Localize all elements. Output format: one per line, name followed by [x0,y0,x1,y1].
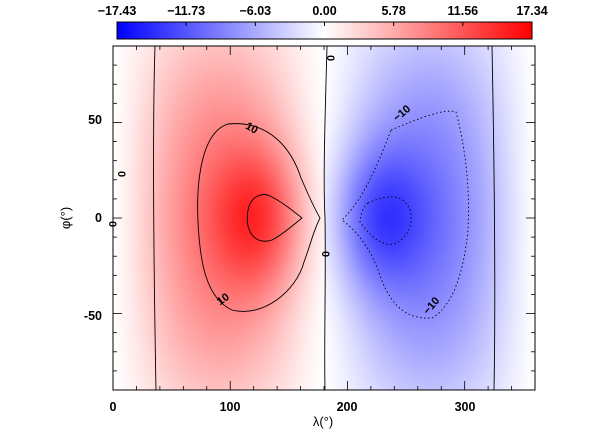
contour-minus-10 [341,110,469,319]
y-tick-labels: -50 0 50 [84,113,102,323]
axis-ticks [112,46,536,390]
colorbar-tick-label: −17.43 [98,4,137,18]
contour-label-10-bottom: 10 [215,291,232,308]
contour-0-center [323,46,328,390]
x-axis-label: λ(°) [313,414,333,429]
contour-lines [153,46,496,390]
contour-label-10-top: 10 [243,120,260,137]
x-tick-label: 0 [110,400,117,414]
y-tick-label: -50 [84,309,102,323]
x-tick-label: 100 [220,400,241,414]
colorbar-ticks [116,22,533,26]
contour-0-right [491,46,496,390]
colorbar-tick-label: 11.56 [448,4,479,18]
contour-label-0-left-upper: 0 [115,171,127,177]
colorbar-tick-labels: −17.43 −11.73 −6.03 0.00 5.78 11.56 17.3… [98,4,548,18]
x-tick-label: 300 [455,400,476,414]
colorbar-tick-label: 0.00 [312,4,336,18]
colorbar-tick-label: 17.34 [516,4,547,18]
colorbar: −17.43 −11.73 −6.03 0.00 5.78 11.56 17.3… [98,4,548,40]
contour-label-0-left-lower: 0 [106,221,118,227]
contour-15 [246,194,303,242]
contour-minus-15 [359,196,412,245]
heatmap-field [113,46,535,390]
y-tick-label: 50 [88,113,102,127]
colorbar-tick-label: 5.78 [381,4,405,18]
colorbar-tick-label: −6.03 [240,4,272,18]
contour-0-left [153,46,157,390]
y-tick-label: 0 [95,211,102,225]
y-axis-label: φ(°) [58,207,73,229]
contour-label-0-center: 0 [319,251,331,257]
field-image [113,46,535,390]
x-tick-label: 200 [337,400,358,414]
colorbar-tick-label: −11.73 [167,4,205,18]
x-tick-labels: 0 100 200 300 [110,400,476,414]
contour-label-0-top: 0 [324,55,336,61]
contour-10 [197,123,321,312]
